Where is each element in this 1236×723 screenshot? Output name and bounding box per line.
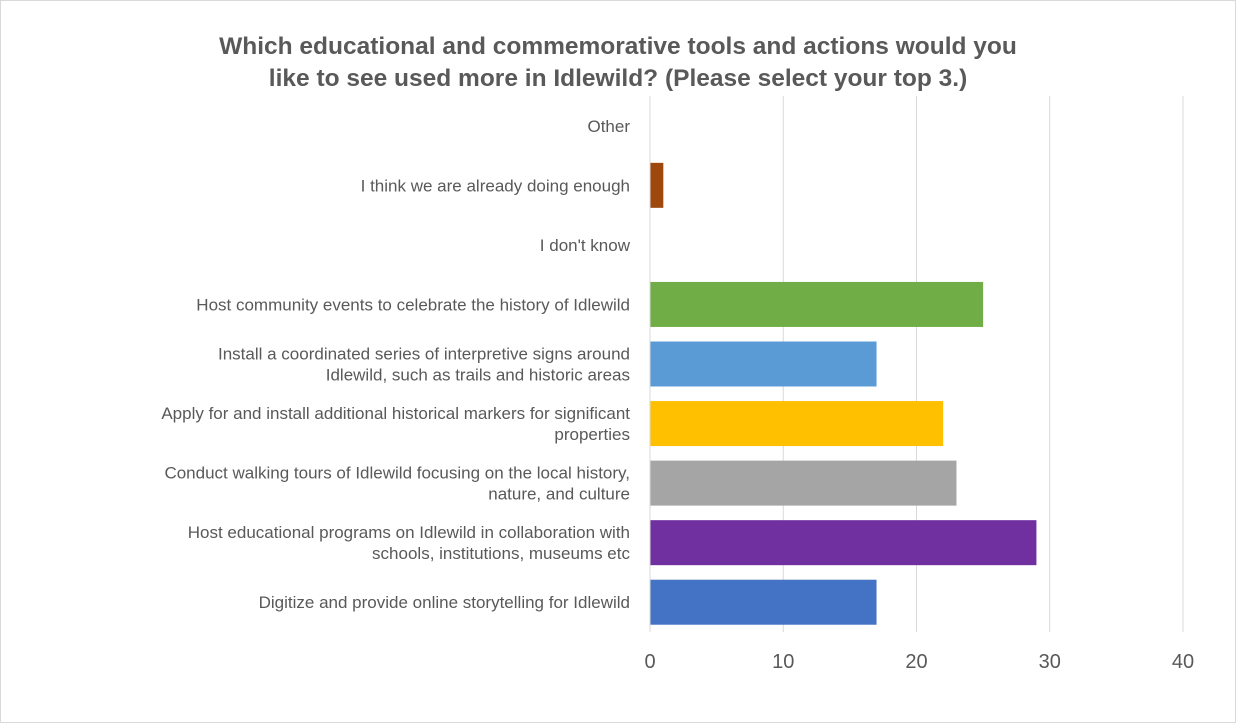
chart-title-line-2: like to see used more in Idlewild? (Plea… (268, 65, 968, 92)
category-label: Install a coordinated series of interpre… (218, 345, 630, 385)
bar (650, 520, 1037, 566)
category-label: Host educational programs on Idlewild in… (188, 523, 631, 563)
category-label: I don't know (540, 236, 631, 255)
x-tick-label: 30 (1039, 651, 1061, 673)
category-label: Apply for and install additional histori… (161, 404, 630, 444)
bar (650, 579, 877, 625)
category-label: I think we are already doing enough (361, 176, 630, 195)
x-tick-label: 0 (644, 651, 655, 673)
bar (650, 162, 664, 208)
x-tick-label: 10 (772, 651, 794, 673)
category-label: Host community events to celebrate the h… (196, 295, 630, 314)
bar (650, 401, 944, 447)
chart-title: Which educational and commemorative tool… (0, 31, 1236, 95)
category-label: Conduct walking tours of Idlewild focusi… (164, 464, 630, 504)
chart-title-line-1: Which educational and commemorative tool… (219, 33, 1017, 60)
bar (650, 460, 957, 506)
bar (650, 341, 877, 387)
category-label: Digitize and provide online storytelling… (259, 593, 630, 612)
bar (650, 281, 984, 327)
category-label: Other (587, 117, 630, 136)
x-tick-label: 40 (1172, 651, 1194, 673)
x-tick-label: 20 (905, 651, 927, 673)
